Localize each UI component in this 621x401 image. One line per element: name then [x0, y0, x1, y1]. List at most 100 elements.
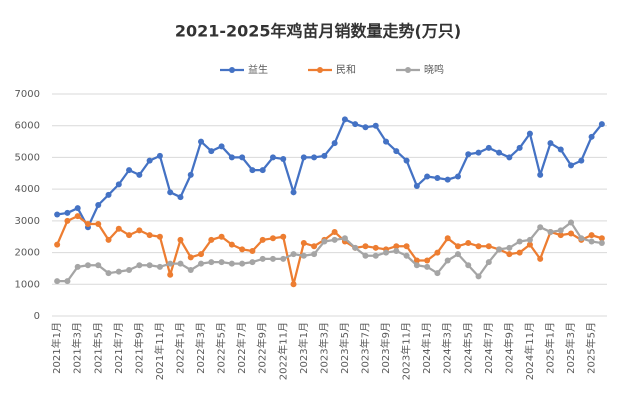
- point: [321, 152, 328, 159]
- point: [393, 148, 400, 155]
- point: [434, 249, 441, 256]
- point: [352, 244, 359, 251]
- point: [557, 146, 564, 153]
- point: [64, 278, 71, 285]
- point: [290, 189, 297, 196]
- y-tick-label: 4000: [15, 184, 40, 195]
- point: [290, 251, 297, 258]
- point: [177, 260, 184, 267]
- point: [578, 235, 585, 242]
- point: [506, 251, 513, 258]
- point: [506, 244, 513, 251]
- point: [454, 173, 461, 180]
- point: [167, 260, 174, 267]
- point: [146, 157, 153, 164]
- legend-marker: [405, 67, 411, 73]
- x-tick-label: 2022年1月: [173, 322, 186, 374]
- point: [280, 233, 287, 240]
- point: [588, 238, 595, 245]
- point: [588, 133, 595, 140]
- point: [239, 154, 246, 161]
- x-tick-label: 2021年9月: [132, 322, 145, 374]
- point: [311, 251, 318, 258]
- point: [269, 154, 276, 161]
- point: [259, 236, 266, 243]
- point: [413, 257, 420, 264]
- point: [444, 257, 451, 264]
- point: [95, 202, 102, 208]
- point: [547, 140, 554, 147]
- point: [485, 259, 492, 266]
- point: [352, 121, 359, 128]
- point: [249, 247, 256, 254]
- point: [578, 157, 585, 164]
- point: [95, 262, 102, 269]
- point: [557, 232, 564, 239]
- point: [362, 243, 369, 250]
- point: [105, 191, 112, 198]
- point: [290, 281, 297, 288]
- point: [403, 157, 410, 164]
- point: [413, 262, 420, 269]
- point: [84, 262, 91, 269]
- point: [187, 267, 194, 274]
- x-tick-label: 2023年11月: [400, 322, 413, 380]
- point: [74, 205, 81, 212]
- point: [331, 228, 338, 235]
- point: [372, 244, 379, 251]
- point: [465, 262, 472, 269]
- legend-label: 益生: [248, 63, 268, 76]
- point: [475, 243, 482, 250]
- point: [208, 259, 215, 266]
- y-tick-label: 3000: [15, 216, 40, 227]
- point: [156, 233, 163, 240]
- point: [259, 167, 266, 174]
- point: [198, 138, 205, 145]
- point: [465, 151, 472, 158]
- point: [598, 235, 605, 242]
- point: [434, 175, 441, 182]
- x-tick-label: 2021年11月: [153, 322, 166, 380]
- point: [228, 154, 235, 161]
- point: [557, 227, 564, 234]
- point: [177, 194, 184, 201]
- point: [372, 252, 379, 259]
- point: [526, 130, 533, 137]
- point: [516, 144, 523, 151]
- point: [331, 236, 338, 243]
- point: [136, 171, 143, 178]
- point: [74, 213, 81, 220]
- point: [516, 238, 523, 245]
- point: [341, 116, 348, 123]
- point: [321, 238, 328, 245]
- point: [105, 236, 112, 243]
- point: [136, 227, 143, 234]
- point: [84, 221, 91, 228]
- x-tick-label: 2023年9月: [379, 322, 392, 374]
- point: [198, 251, 205, 258]
- point: [311, 243, 318, 250]
- point: [393, 247, 400, 254]
- point: [485, 243, 492, 250]
- point: [269, 235, 276, 242]
- x-tick-label: 2023年3月: [317, 322, 330, 374]
- x-tick-label: 2023年7月: [358, 322, 371, 374]
- y-tick-label: 0: [34, 311, 40, 322]
- x-tick-label: 2024年5月: [461, 322, 474, 374]
- x-tick-label: 2023年1月: [297, 322, 310, 374]
- point: [341, 235, 348, 242]
- point: [475, 149, 482, 156]
- x-tick-label: 2021年7月: [112, 322, 125, 374]
- point: [454, 243, 461, 250]
- x-tick-label: 2025年3月: [564, 322, 577, 374]
- point: [146, 232, 153, 239]
- x-tick-label: 2021年3月: [71, 322, 84, 374]
- point: [239, 260, 246, 267]
- point: [280, 156, 287, 163]
- point: [403, 252, 410, 259]
- point: [537, 224, 544, 231]
- point: [362, 124, 369, 131]
- point: [218, 259, 225, 266]
- point: [167, 189, 174, 196]
